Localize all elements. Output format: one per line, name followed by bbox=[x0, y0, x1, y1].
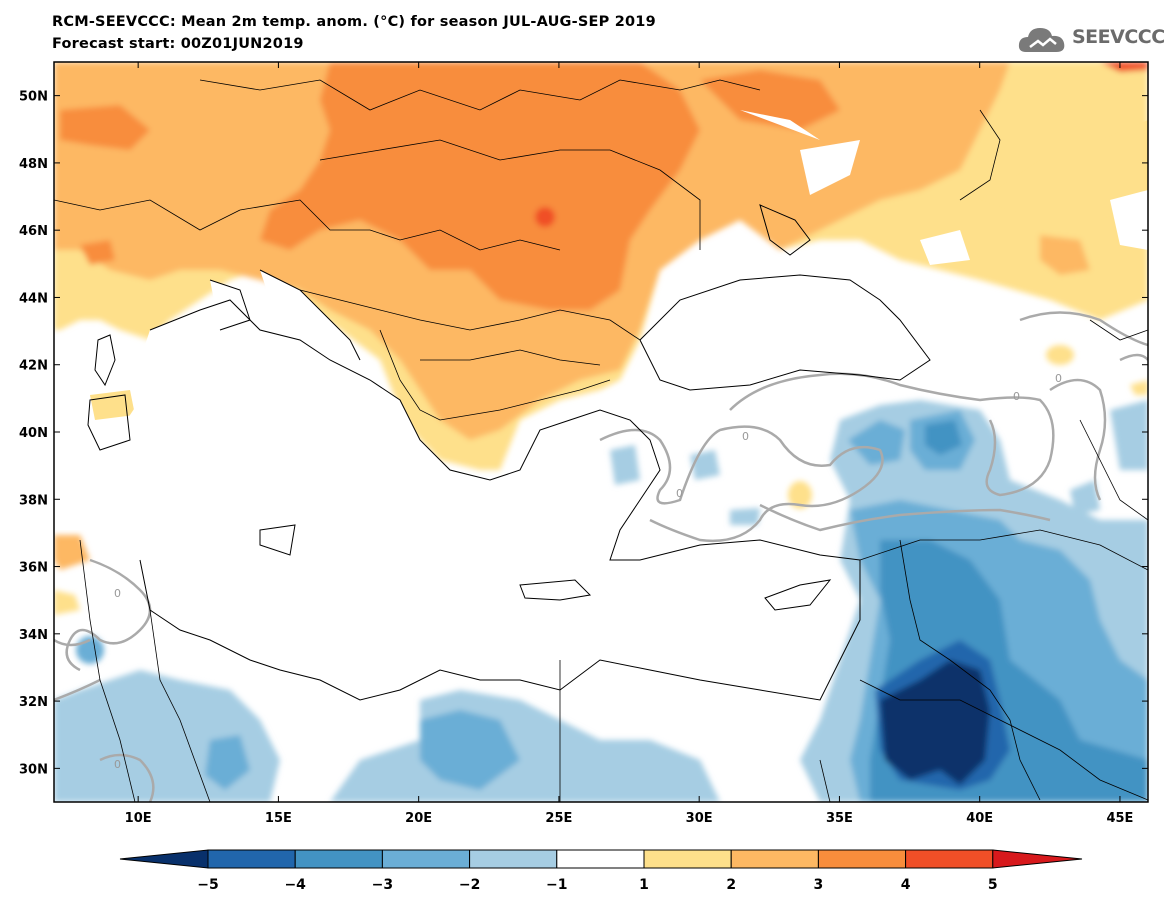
coastlines bbox=[87, 204, 931, 701]
colorbar-segment bbox=[643, 849, 732, 869]
colorbar-label: −3 bbox=[372, 877, 393, 893]
lon-tick-label: 30E bbox=[686, 811, 713, 826]
colorbar-segment bbox=[294, 849, 383, 869]
lat-tick-label: 42N bbox=[19, 359, 48, 374]
colorbar-segment bbox=[817, 849, 907, 869]
colorbar-label: −5 bbox=[197, 877, 218, 893]
longitude-axis: 10E 15E 20E 25E 30E 35E 40E 45E bbox=[125, 62, 1133, 826]
lat-tick-label: 36N bbox=[19, 561, 48, 576]
colorbar-label: −2 bbox=[459, 877, 480, 893]
colorbar-label: 4 bbox=[901, 877, 911, 893]
colorbar-label: 5 bbox=[988, 877, 998, 893]
lat-tick-label: 46N bbox=[19, 224, 48, 239]
colorbar-min-triangle bbox=[119, 849, 209, 869]
colorbar-segment bbox=[469, 849, 558, 869]
lon-tick-label: 35E bbox=[826, 811, 853, 826]
contour-label: 0 bbox=[1013, 390, 1020, 403]
contour-labels: 0 0 0 0 0 0 bbox=[114, 372, 1062, 771]
colorbar-label: −4 bbox=[284, 877, 306, 893]
contour-label: 0 bbox=[114, 587, 121, 600]
zero-contour-lines bbox=[54, 311, 1148, 802]
lon-tick-label: 40E bbox=[966, 811, 993, 826]
colorbar-segment bbox=[556, 849, 645, 869]
colorbar-label: 1 bbox=[639, 877, 649, 893]
cold-anomaly-region bbox=[54, 400, 1148, 802]
warm-anomaly-region bbox=[54, 62, 1148, 615]
latitude-axis: 50N 48N 46N 44N 42N 40N 38N 36N 34N 32N 30N bbox=[19, 90, 1148, 777]
colorbar: −5 −4 −3 −2 −1 1 2 3 4 5 bbox=[119, 849, 1083, 893]
lon-tick-label: 10E bbox=[125, 811, 152, 826]
sea-areas bbox=[54, 270, 930, 700]
contour-label: 0 bbox=[114, 758, 121, 771]
lat-tick-label: 40N bbox=[19, 426, 48, 441]
map-title: RCM-SEEVCCC: Mean 2m temp. anom. (°C) fo… bbox=[52, 14, 656, 30]
contour-label: 0 bbox=[676, 487, 683, 500]
colorbar-segment bbox=[207, 849, 296, 869]
map-field: 0 0 0 0 0 0 bbox=[54, 62, 1148, 802]
colorbar-segment bbox=[905, 849, 994, 869]
contour-label: 0 bbox=[1055, 372, 1062, 385]
lat-tick-label: 34N bbox=[19, 628, 48, 643]
lon-tick-label: 25E bbox=[545, 811, 572, 826]
lat-tick-label: 48N bbox=[19, 157, 48, 172]
contour-label: 0 bbox=[742, 430, 749, 443]
colorbar-label: 2 bbox=[726, 877, 736, 893]
country-borders bbox=[54, 79, 1148, 802]
colorbar-max-triangle bbox=[992, 849, 1083, 869]
lat-tick-label: 44N bbox=[19, 291, 48, 306]
lon-tick-label: 15E bbox=[265, 811, 292, 826]
cloud-icon bbox=[1018, 28, 1065, 52]
colorbar-segment bbox=[381, 849, 471, 869]
lat-tick-label: 32N bbox=[19, 695, 48, 710]
colorbar-label: 3 bbox=[814, 877, 824, 893]
forecast-start: Forecast start: 00Z01JUN2019 bbox=[52, 36, 304, 52]
lon-tick-label: 20E bbox=[405, 811, 432, 826]
lat-tick-label: 38N bbox=[19, 493, 48, 508]
colorbar-label: −1 bbox=[546, 877, 567, 893]
seevccc-logo: SEEVCCC bbox=[1016, 22, 1165, 56]
lon-tick-label: 45E bbox=[1106, 811, 1133, 826]
colorbar-segment bbox=[730, 849, 819, 869]
lat-tick-label: 50N bbox=[19, 90, 48, 105]
logo-text: SEEVCCC bbox=[1072, 26, 1165, 48]
lat-tick-label: 30N bbox=[19, 762, 48, 777]
